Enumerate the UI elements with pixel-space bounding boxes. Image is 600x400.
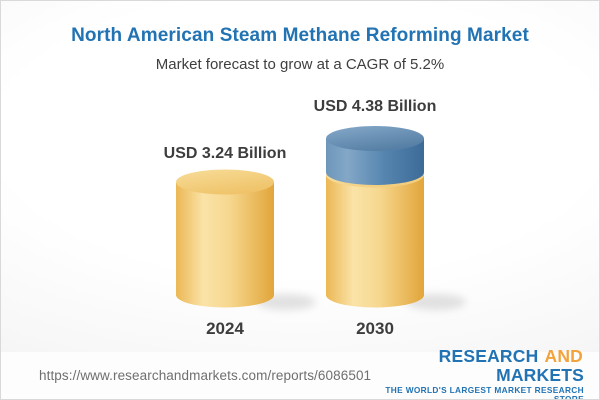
footer: https://www.researchandmarkets.com/repor… [1,347,599,399]
cylinder-bar-chart: USD 3.24 Billion USD 4.38 Billion 2024 2… [164,98,466,338]
logo-markets: MARKETS [496,364,584,385]
footer-url: https://www.researchandmarkets.com/repor… [39,368,372,383]
year-label-2024: 2024 [206,319,244,338]
logo-tagline: THE WORLD'S LARGEST MARKET RESEARCH STOR… [385,385,584,400]
cylinder-2030 [326,126,424,308]
logo-and: AND [544,346,583,367]
value-label-2030: USD 4.38 Billion [314,98,437,115]
cylinder-2024 [176,169,274,308]
logo-wordmark: RESEARCH AND MARKETS [371,347,584,384]
growth-segment-2030 [326,138,424,185]
logo-research: RESEARCH [438,346,539,367]
brand-logo: RESEARCH AND MARKETS THE WORLD'S LARGEST… [371,347,584,400]
chart-area: North American Steam Methane Reforming M… [1,1,599,355]
page-subtitle: Market forecast to grow at a CAGR of 5.2… [155,56,445,73]
value-label-2024: USD 3.24 Billion [164,145,287,162]
page-title: North American Steam Methane Reforming M… [71,25,529,46]
year-label-2030: 2030 [356,319,394,338]
